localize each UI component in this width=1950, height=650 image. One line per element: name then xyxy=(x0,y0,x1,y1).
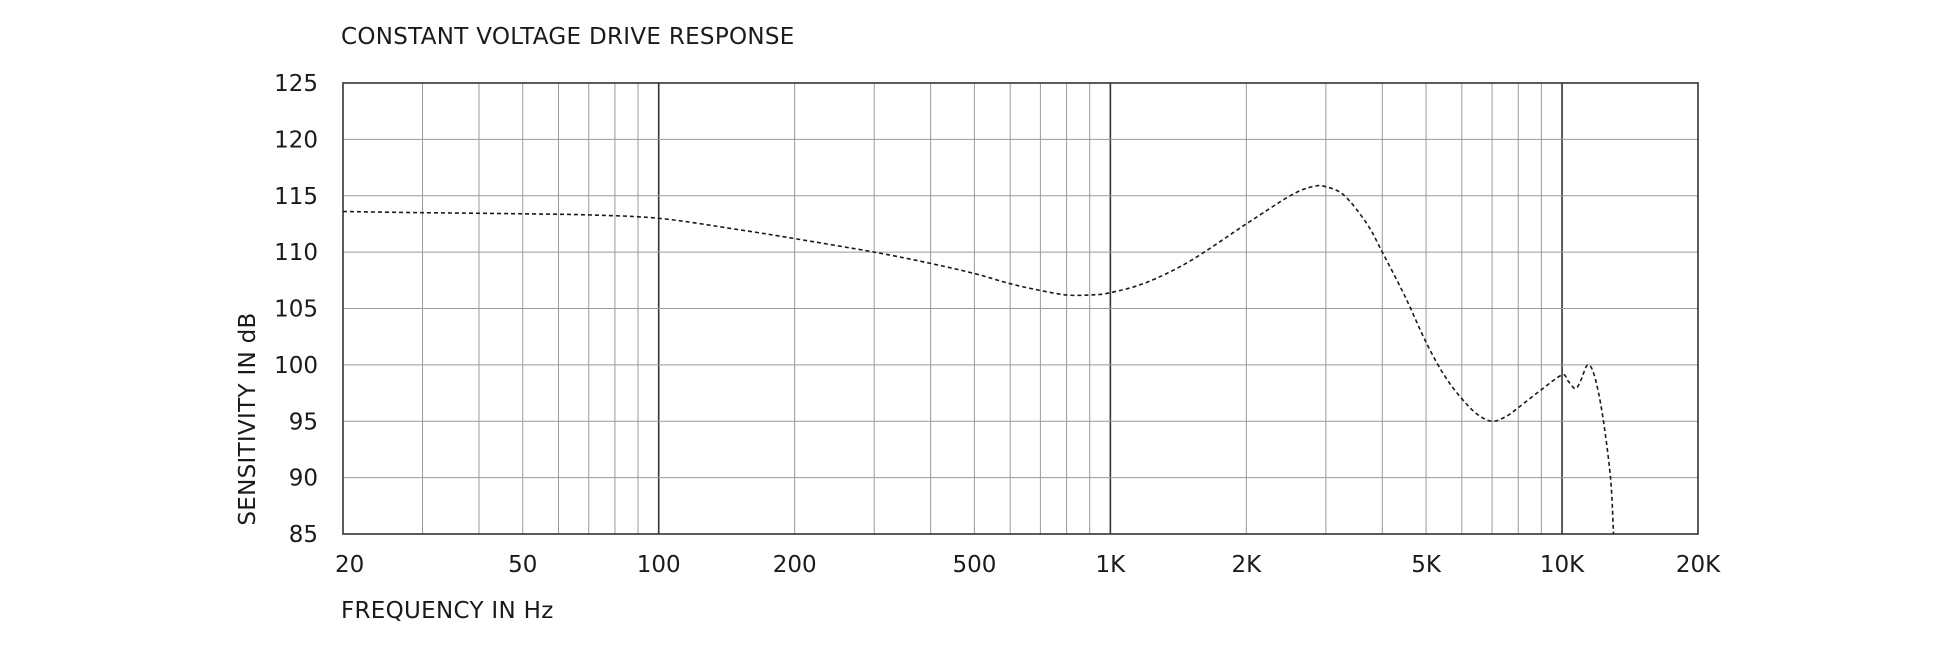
x-tick-label: 100 xyxy=(637,552,681,578)
response-curve xyxy=(342,184,1615,535)
x-tick-label: 5K xyxy=(1411,552,1442,578)
x-tick-label: 1K xyxy=(1096,552,1127,578)
x-tick-labels: 20 50 100 200 500 1K 2K 5K 10K 20K xyxy=(335,552,1721,578)
series-layer xyxy=(342,184,1615,535)
y-tick-label: 90 xyxy=(289,466,318,492)
y-axis-label: SENSITIVITY IN dB xyxy=(235,312,261,526)
grid-lines xyxy=(343,83,1698,534)
x-tick-label: 2K xyxy=(1231,552,1262,578)
plot-border xyxy=(342,82,1699,535)
y-tick-label: 120 xyxy=(274,127,318,153)
x-tick-label: 10K xyxy=(1540,552,1585,578)
y-tick-label: 110 xyxy=(274,240,318,266)
plot-frame xyxy=(342,82,1699,535)
x-tick-label: 20K xyxy=(1676,552,1721,578)
y-tick-label: 100 xyxy=(274,353,318,379)
y-tick-label: 125 xyxy=(274,71,318,97)
y-tick-label: 105 xyxy=(274,297,318,323)
y-tick-labels: 125 120 115 110 105 100 95 90 85 xyxy=(274,71,318,548)
chart-title: CONSTANT VOLTAGE DRIVE RESPONSE xyxy=(341,24,795,50)
x-axis-label: FREQUENCY IN Hz xyxy=(341,598,554,624)
x-tick-label: 20 xyxy=(335,552,364,578)
x-tick-label: 200 xyxy=(773,552,817,578)
x-tick-label: 50 xyxy=(508,552,537,578)
y-tick-label: 115 xyxy=(274,184,318,210)
y-tick-label: 95 xyxy=(289,409,318,435)
y-tick-label: 85 xyxy=(289,522,318,548)
x-tick-label: 500 xyxy=(952,552,996,578)
